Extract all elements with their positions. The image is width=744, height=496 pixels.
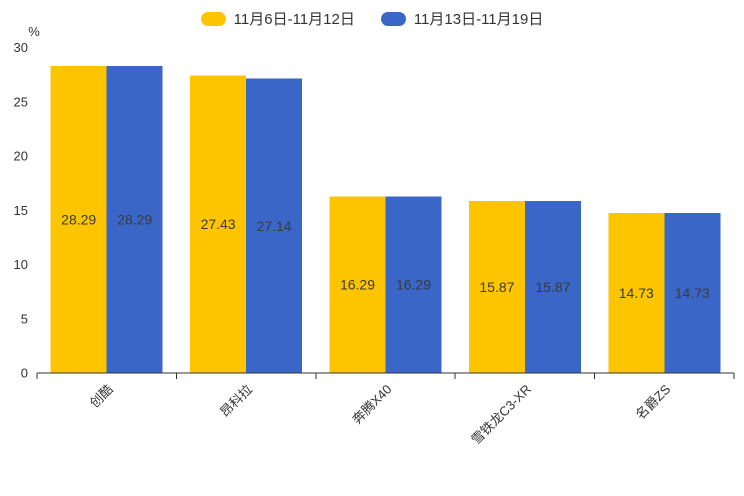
y-axis-tick-label: 20	[14, 149, 28, 164]
legend-item-week1[interactable]: 11月6日-11月12日	[200, 8, 355, 29]
bar-value-label: 16.29	[340, 277, 375, 293]
bar-series2-雪铁龙C3-XR[interactable]	[524, 200, 581, 373]
bar-series1-雪铁龙C3-XR[interactable]	[468, 200, 525, 373]
bar-series2-名爵ZS[interactable]	[664, 213, 721, 373]
x-axis-category-label: 雪铁龙C3-XR	[468, 382, 534, 448]
y-axis-tick-label: 0	[21, 366, 28, 381]
bar-series1-创酷[interactable]	[50, 66, 107, 373]
x-axis-category-label: 创酷	[87, 382, 116, 411]
bar-value-label: 14.73	[675, 285, 710, 301]
y-axis-tick-label: 5	[21, 311, 28, 326]
bar-series2-创酷[interactable]	[106, 66, 163, 373]
x-axis-category-label: 昂科拉	[217, 382, 255, 420]
y-axis-unit-label: %	[28, 24, 40, 39]
chart-legend: 11月6日-11月12日 11月13日-11月19日	[0, 8, 744, 29]
x-axis-category-label: 奔腾X40	[349, 382, 394, 427]
legend-swatch-week2-icon	[380, 11, 406, 26]
bar-value-label: 14.73	[619, 285, 654, 301]
legend-item-label: 11月6日-11月12日	[233, 11, 355, 28]
bar-value-label: 27.43	[201, 216, 236, 232]
bar-value-label: 16.29	[396, 277, 431, 293]
bar-series1-奔腾X40[interactable]	[329, 196, 386, 373]
y-axis-tick-label: 30	[14, 40, 28, 55]
bar-series1-昂科拉[interactable]	[190, 75, 247, 374]
y-axis-tick-label: 10	[14, 257, 28, 272]
bar-series2-昂科拉[interactable]	[246, 78, 303, 373]
y-axis-tick-label: 15	[14, 203, 28, 218]
legend-item-week2[interactable]: 11月13日-11月19日	[380, 8, 544, 29]
bar-series2-奔腾X40[interactable]	[385, 196, 442, 373]
legend-swatch-week1-icon	[200, 11, 226, 26]
bar-series1-名爵ZS[interactable]	[608, 213, 665, 373]
bar-value-label: 28.29	[117, 212, 152, 228]
bar-value-label: 15.87	[535, 279, 570, 295]
y-axis-tick-label: 25	[14, 94, 28, 109]
x-axis-category-label: 名爵ZS	[633, 381, 674, 422]
legend-item-label: 11月13日-11月19日	[413, 11, 544, 28]
bar-value-label: 28.29	[61, 212, 96, 228]
bar-value-label: 27.14	[257, 218, 292, 234]
bar-value-label: 15.87	[479, 279, 514, 295]
